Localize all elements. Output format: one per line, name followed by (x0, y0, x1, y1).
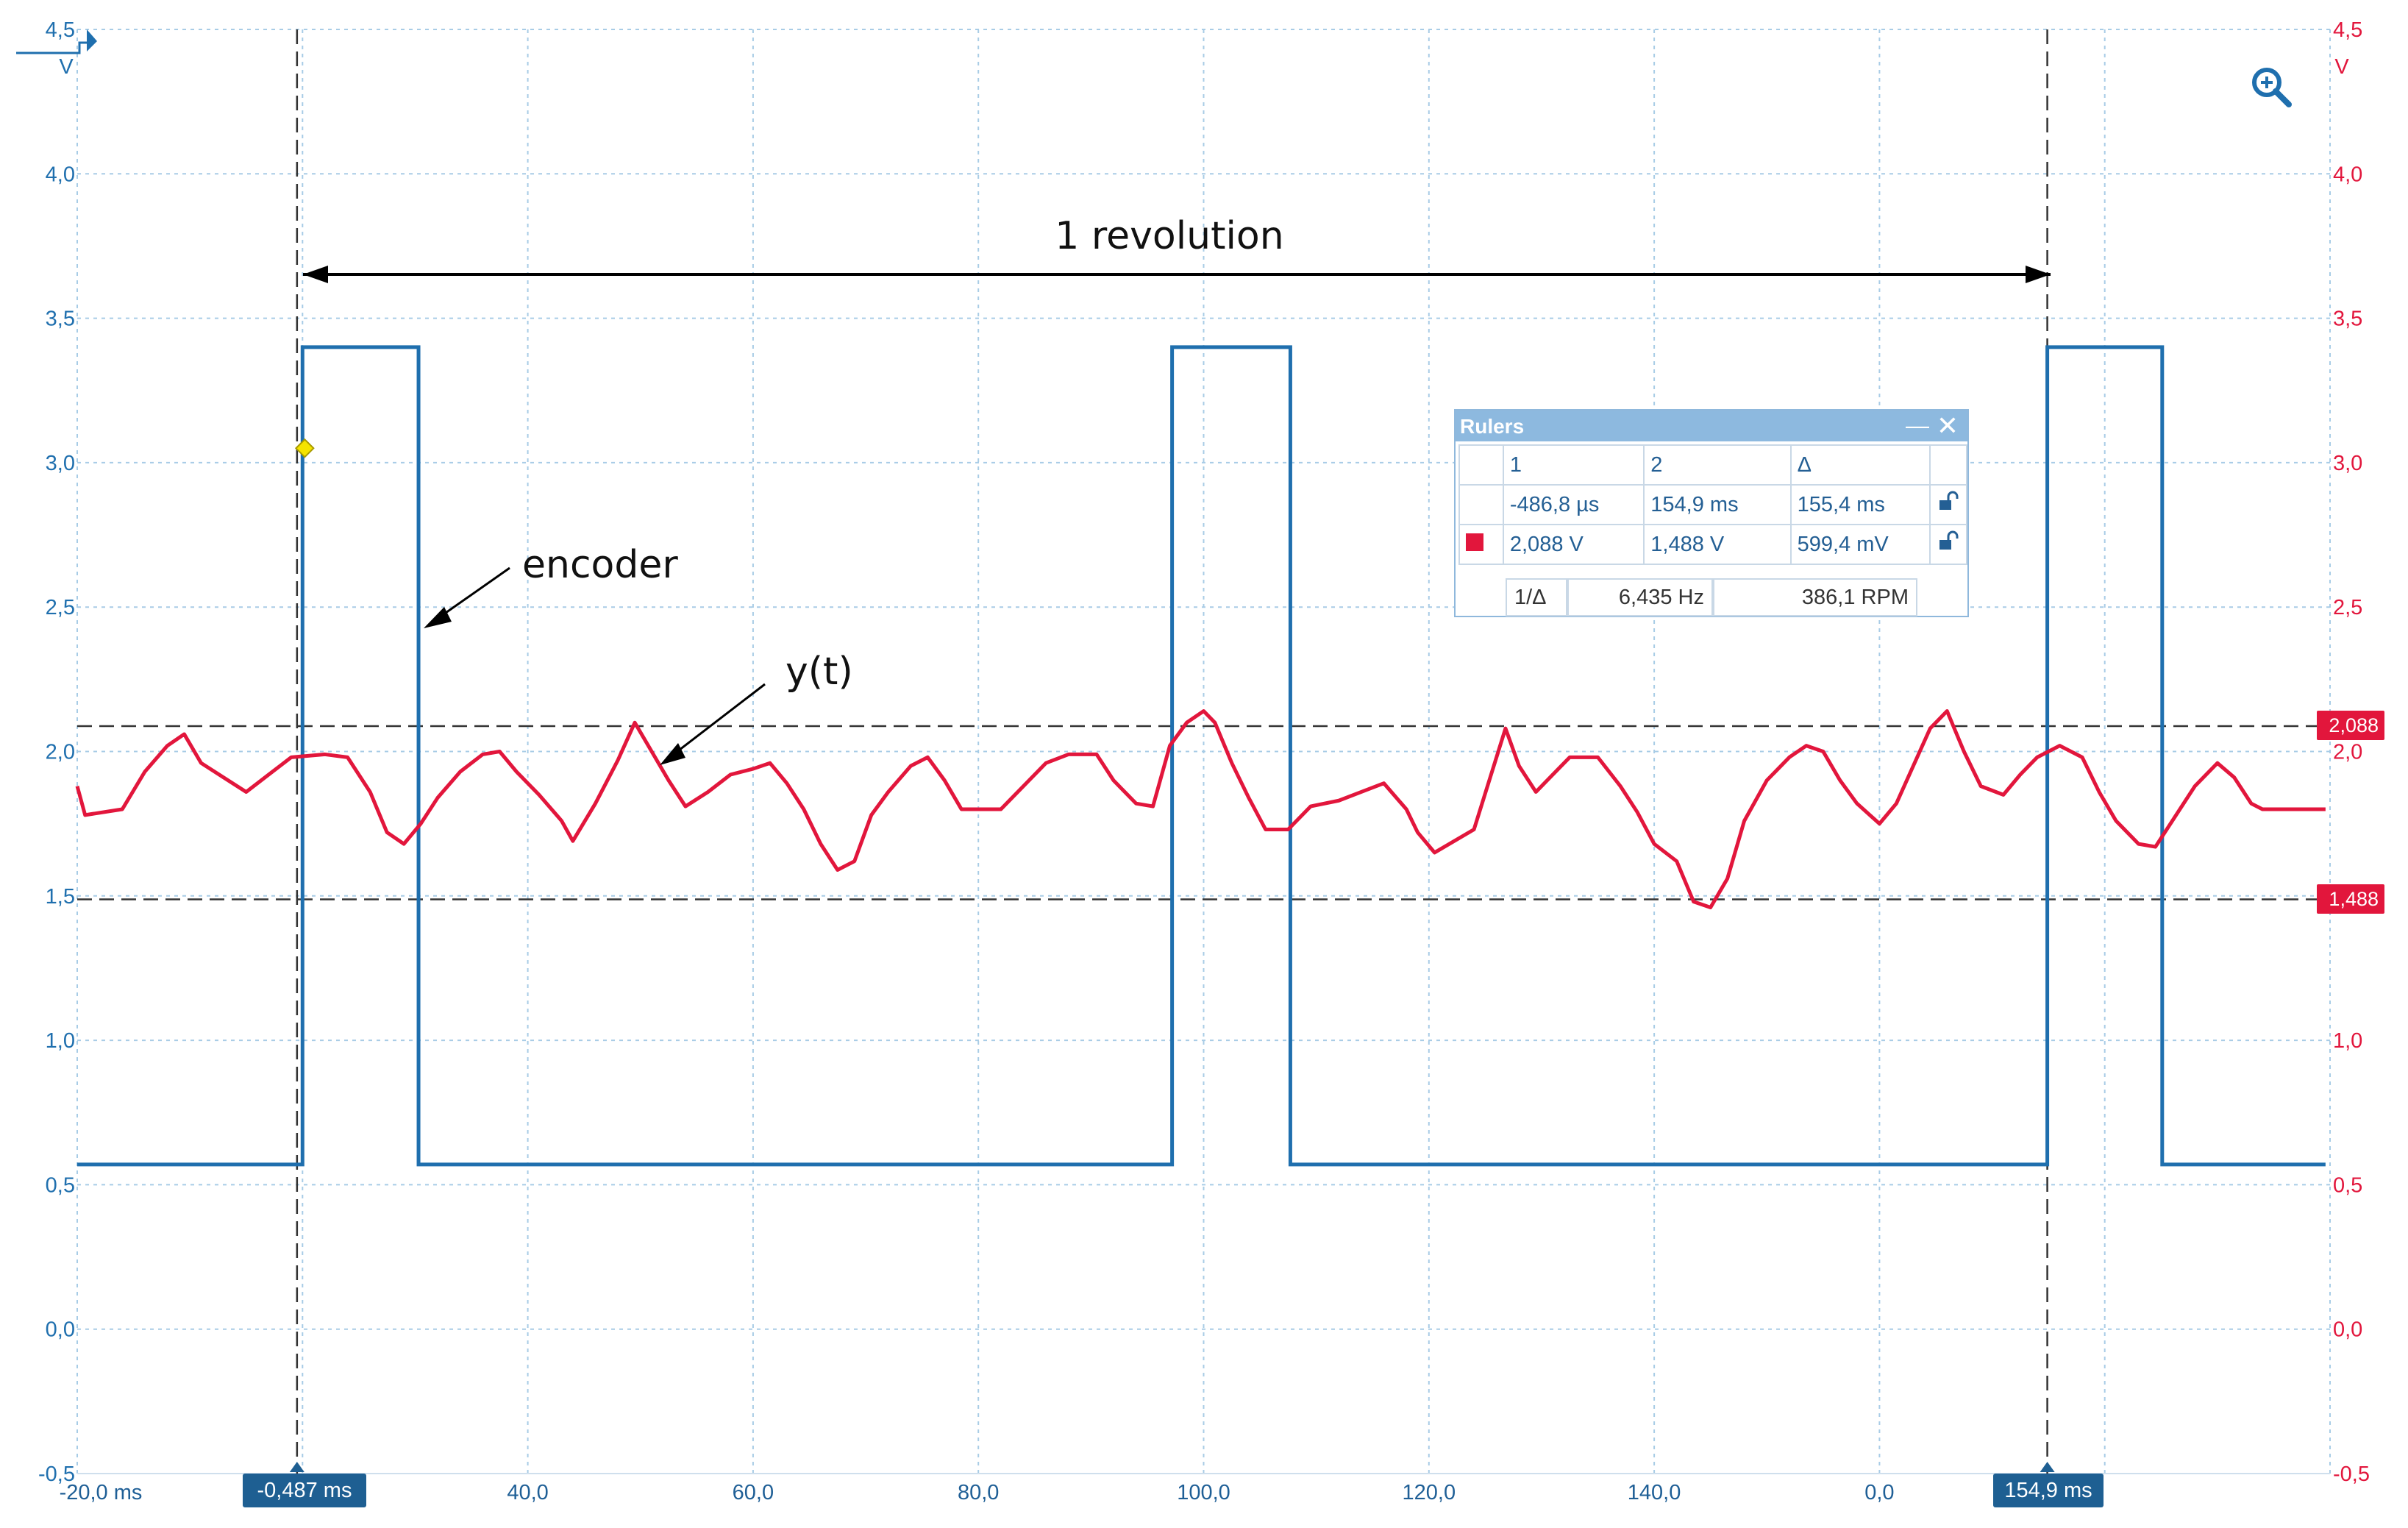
revolution-label: 1 revolution (1055, 214, 1283, 258)
x-tick-label: -20,0 ms (60, 1481, 143, 1504)
rulers-cell-blank (1458, 484, 1504, 525)
rulers-voltage-row: 2,088 V 1,488 V 599,4 mV (1458, 524, 1968, 565)
rulers-title: Rulers (1460, 415, 1525, 438)
yt-pointer-head (660, 743, 685, 765)
encoder-label: encoder (522, 543, 678, 587)
rulers-panel[interactable]: Rulers — ✕ 1 2 Δ -486,8 µs 154,9 ms 155,… (1454, 409, 1969, 617)
encoder-trace (77, 345, 2326, 1167)
y-left-tick-label: 3,0 (46, 452, 75, 475)
y-right-tick-label: -0,5 (2333, 1463, 2370, 1486)
y-left-tick-label: 3,5 (46, 308, 75, 331)
rulers-header-row: 1 2 Δ (1458, 444, 1968, 486)
y-left-tick-label: -0,5 (38, 1463, 75, 1486)
zoom-in-icon[interactable] (2252, 68, 2292, 107)
rulers-freq-label: 1/Δ (1506, 578, 1567, 616)
yt-pointer (672, 683, 766, 756)
rulers-voltage-delta: 599,4 mV (1789, 524, 1931, 565)
x-tick-label: 40,0 (507, 1481, 548, 1504)
rulers-rpm-value: 386,1 RPM (1713, 578, 1917, 616)
rulers-cell-blank (1458, 444, 1504, 486)
minimize-icon[interactable]: — (1906, 412, 1929, 438)
rulers-header-delta: Δ (1789, 444, 1931, 486)
encoder-pointer-head (424, 607, 452, 628)
rulers-voltage-2: 1,488 V (1643, 524, 1792, 565)
x-tick-label: 0,0 (1864, 1481, 1894, 1504)
yt-trace (75, 709, 2326, 909)
encoder-pointer (438, 566, 510, 619)
y-left-tick-label: 4,0 (46, 163, 75, 186)
y-left-tick-label: 1,5 (46, 885, 75, 909)
rulers-frequency-row: 1/Δ 6,435 Hz 386,1 RPM (1506, 578, 1917, 616)
lock-icon[interactable] (1928, 524, 1968, 565)
rulers-time-row: -486,8 µs 154,9 ms 155,4 ms (1458, 484, 1968, 525)
lock-icon[interactable] (1928, 484, 1968, 525)
y-right-tick-label: 0,0 (2333, 1318, 2362, 1342)
hcursor-1-marker[interactable]: 2,088 (2317, 711, 2384, 740)
channel-a-arrow (87, 29, 97, 51)
cursor-handle-2[interactable] (2040, 1462, 2055, 1472)
y-right-unit: V (2334, 55, 2349, 79)
y-left-tick-label: 0,5 (46, 1173, 75, 1197)
x-tick-label: 120,0 (1403, 1481, 1456, 1504)
x-tick-label: 140,0 (1628, 1481, 1681, 1504)
rulers-cell-blank (1928, 444, 1968, 486)
y-right-tick-label: 0,5 (2333, 1173, 2362, 1197)
x-tick-label: 100,0 (1177, 1481, 1230, 1504)
y-right-tick-label: 2,5 (2333, 596, 2362, 619)
revolution-arrow-head-right (2026, 266, 2051, 283)
trigger-marker[interactable] (294, 438, 315, 458)
y-right-tick-label: 4,5 (2333, 18, 2362, 42)
close-icon[interactable]: ✕ (1936, 411, 1959, 441)
rulers-table: 1 2 Δ -486,8 µs 154,9 ms 155,4 ms 2,088 … (1458, 444, 1968, 565)
rulers-header-2: 2 (1643, 444, 1792, 486)
rulers-time-1: -486,8 µs (1502, 484, 1645, 525)
cursor-handle-1[interactable] (289, 1462, 304, 1472)
rulers-titlebar[interactable]: Rulers — ✕ (1456, 411, 1967, 441)
y-left-tick-label: 1,0 (46, 1029, 75, 1053)
rulers-time-delta: 155,4 ms (1789, 484, 1931, 525)
rulers-freq-value: 6,435 Hz (1567, 578, 1713, 616)
cursor-1-label[interactable]: -0,487 ms (243, 1474, 366, 1507)
x-tick-label: 60,0 (733, 1481, 774, 1504)
channel-a-indicator (16, 41, 87, 54)
y-right-tick-label: 3,0 (2333, 452, 2362, 475)
revolution-arrow-head-left (303, 266, 328, 283)
y-left-tick-label: 2,0 (46, 741, 75, 764)
y-right-tick-label: 3,5 (2333, 308, 2362, 331)
x-tick-label: 80,0 (958, 1481, 999, 1504)
y-left-unit: V (59, 55, 74, 79)
yt-label: y(t) (786, 650, 853, 694)
y-left-tick-label: 2,5 (46, 596, 75, 619)
y-left-tick-label: 4,5 (46, 18, 75, 42)
hcursor-2-marker[interactable]: 1,488 (2317, 884, 2384, 914)
y-left-tick-label: 0,0 (46, 1318, 75, 1342)
y-right-tick-label: 4,0 (2333, 163, 2362, 186)
channel-b-swatch (1458, 524, 1504, 565)
rulers-time-2: 154,9 ms (1643, 484, 1792, 525)
y-right-tick-label: 2,0 (2333, 741, 2362, 764)
rulers-header-1: 1 (1502, 444, 1645, 486)
cursor-2-label[interactable]: 154,9 ms (1993, 1474, 2104, 1507)
rulers-voltage-1: 2,088 V (1502, 524, 1645, 565)
y-right-tick-label: 1,0 (2333, 1029, 2362, 1053)
